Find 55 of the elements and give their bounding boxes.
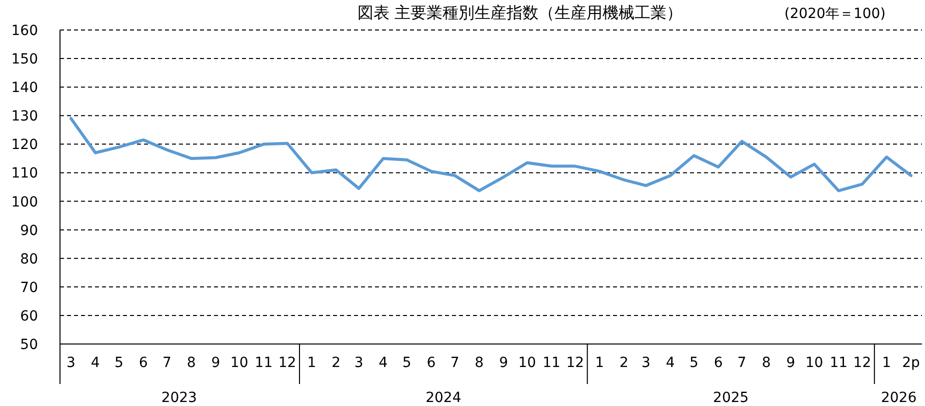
x-tick-label: 11 [542, 355, 560, 371]
text: 2024 [426, 390, 462, 406]
line-series [70, 116, 912, 192]
x-tick-label: 10 [518, 355, 536, 371]
x-tick-label: 9 [786, 355, 796, 371]
x-tick-label: 8 [186, 355, 196, 371]
x-tick-label: 7 [162, 355, 172, 371]
x-tick-label: 8 [762, 355, 771, 371]
y-tick-label: 130 [11, 108, 38, 125]
x-tick-label: 7 [737, 355, 746, 371]
text: 2023 [161, 390, 197, 406]
x-tick-label: 5 [114, 355, 124, 371]
x-tick-label: 10 [805, 355, 824, 371]
y-tick-label: 50 [20, 337, 38, 353]
y-tick-label: 90 [20, 222, 38, 239]
chart-subtitle: (2020年＝100) [784, 6, 886, 22]
x-tick-label: 1 [307, 355, 316, 371]
y-tick-label: 80 [20, 251, 38, 268]
text: 2025 [713, 390, 749, 406]
x-tick-label: 3 [641, 355, 650, 371]
y-tick-label: 110 [11, 166, 38, 182]
x-tick-label: 9 [499, 355, 508, 371]
x-tick-label: 7 [450, 355, 460, 371]
x-tick-label: 4 [666, 355, 675, 371]
x-tick-label: 11 [254, 355, 273, 371]
x-tick-label: 2 [332, 355, 341, 371]
y-tick-label: 120 [11, 137, 38, 154]
x-tick-label: 3 [66, 355, 76, 371]
chart-title: 図表 主要業種別生産指数（生産用機械工業） [357, 3, 683, 22]
x-tick-label: 10 [230, 355, 248, 371]
y-tick-label: 100 [11, 194, 38, 210]
x-tick-label: 1 [882, 355, 892, 371]
x-tick-label: 5 [402, 355, 412, 371]
x-tick-label: 11 [830, 355, 848, 371]
y-tick-label: 70 [20, 280, 38, 296]
x-tick-label: 6 [714, 355, 723, 371]
y-tick-label: 160 [11, 23, 38, 39]
y-tick-label: 150 [11, 52, 38, 68]
x-tick-label: 12 [278, 355, 296, 371]
x-tick-label: 12 [566, 355, 584, 371]
x-tick-label: 1 [595, 355, 604, 371]
x-tick-label: 4 [90, 355, 100, 371]
x-tick-label: 5 [689, 355, 698, 371]
x-tick-label: 4 [378, 355, 388, 371]
text: 2026 [880, 390, 917, 406]
x-tick-label: 2p [902, 355, 920, 371]
x-tick-label: 2 [619, 355, 628, 371]
y-tick-label: 140 [11, 80, 38, 96]
x-tick-label: 6 [426, 355, 436, 371]
x-tick-label: 9 [211, 355, 220, 371]
x-tick-label: 12 [853, 355, 872, 371]
x-tick-label: 6 [138, 355, 148, 371]
x-tick-label: 3 [354, 355, 364, 371]
y-tick-label: 60 [20, 308, 38, 324]
x-tick-label: 8 [474, 355, 484, 371]
